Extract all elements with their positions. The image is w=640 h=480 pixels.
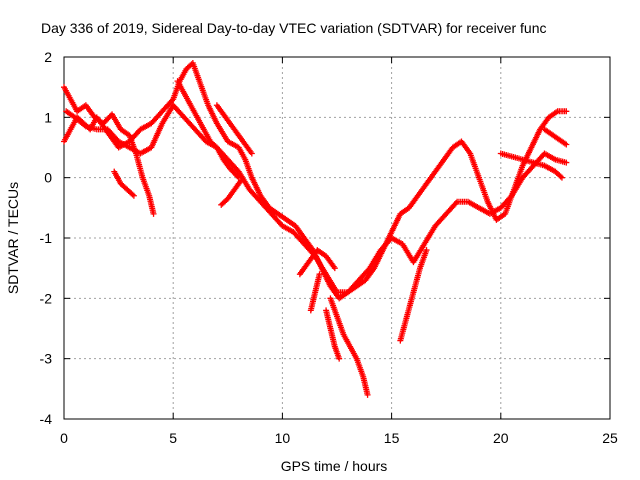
data-point [129,191,136,198]
data-point [563,141,570,148]
x-axis-label: GPS time / hours [281,458,388,474]
series-I [307,271,323,314]
data-point [423,247,430,254]
data-point [316,271,323,278]
data-marks-layer [61,60,570,398]
y-tick-label: -1 [40,230,53,246]
data-point [336,355,343,362]
y-tick-label: 2 [44,49,52,65]
x-tick-label: 10 [275,430,291,446]
y-tick-label: -4 [40,411,53,427]
series-L [397,247,430,344]
series-F [213,102,255,157]
y-tick-label: -2 [40,290,53,306]
series-G [218,177,244,208]
series-B [63,102,570,296]
series-N [541,126,570,148]
data-point [248,150,255,157]
tick-label-layer: 0 5 10 15 20 25 -4 -3 -2 -1 0 1 2 [40,49,618,446]
data-point [452,200,459,207]
data-point [235,174,242,181]
series-J [327,295,371,398]
data-point [558,174,565,181]
data-point [364,391,371,398]
series-H [296,247,338,278]
y-tick-label: -3 [40,351,53,367]
series-E [174,78,242,181]
y-axis-label: SDTVAR / TECUs [5,182,21,294]
x-tick-label: 25 [602,430,618,446]
series-M [497,150,565,181]
data-point [130,192,137,199]
data-point [557,173,564,180]
y-tick-label: 0 [44,170,52,186]
data-point [331,265,338,272]
series-C [61,84,157,217]
data-point [168,97,175,104]
data-point [237,177,244,184]
x-tick-label: 5 [169,430,177,446]
y-tick-label: 1 [44,109,52,125]
data-point [563,159,570,166]
tick-layer [63,56,611,420]
x-tick-label: 0 [60,430,68,446]
series-D [111,168,137,199]
data-point [150,210,157,217]
chart-title: Day 336 of 2019, Sidereal Day-to-day VTE… [41,20,547,36]
series-K [323,307,343,362]
data-point [234,173,241,180]
data-point [563,108,570,115]
x-tick-label: 20 [493,430,509,446]
x-tick-label: 15 [384,430,400,446]
